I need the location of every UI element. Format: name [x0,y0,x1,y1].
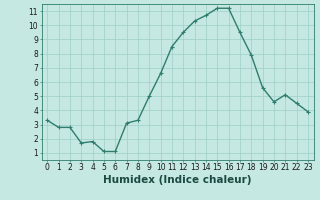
X-axis label: Humidex (Indice chaleur): Humidex (Indice chaleur) [103,175,252,185]
